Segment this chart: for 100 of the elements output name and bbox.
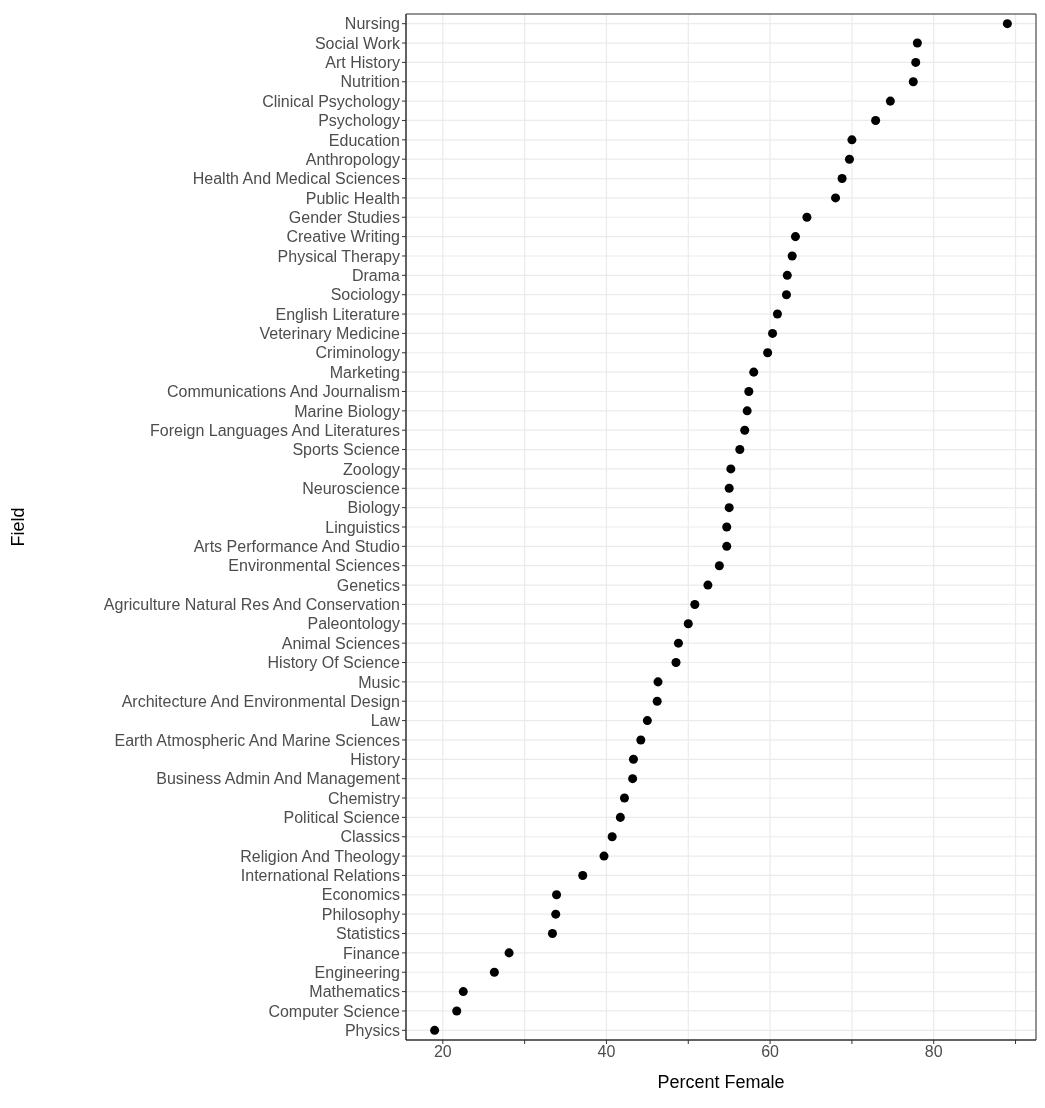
point	[790, 232, 800, 242]
point	[837, 174, 847, 184]
point	[802, 212, 812, 222]
point	[615, 812, 625, 822]
y-tick-label: Genetics	[336, 576, 400, 594]
y-tick-label: Anthropology	[305, 150, 400, 168]
point	[744, 386, 754, 396]
y-tick-label: Gender Studies	[288, 208, 400, 226]
point	[578, 870, 588, 880]
y-tick-label: Agriculture Natural Res And Conservation	[103, 596, 400, 614]
point	[787, 251, 797, 261]
point	[724, 503, 734, 513]
point	[912, 38, 922, 48]
point	[642, 716, 652, 726]
y-tick-label: Classics	[340, 828, 400, 846]
y-tick-label: History	[350, 750, 400, 768]
y-tick-label: Education	[328, 131, 400, 149]
y-tick-label: Physics	[344, 1022, 400, 1039]
point	[551, 909, 561, 919]
y-tick-label: Business Admin And Management	[156, 770, 401, 788]
point	[607, 832, 617, 842]
y-tick-label: Nutrition	[340, 73, 400, 91]
x-tick-label: 60	[761, 1043, 780, 1061]
y-tick-label: Physical Therapy	[277, 247, 400, 265]
point	[653, 677, 663, 687]
y-tick-label: English Literature	[275, 305, 401, 323]
point	[911, 57, 921, 67]
point	[885, 96, 895, 106]
y-tick-label: Economics	[321, 886, 400, 904]
point	[671, 658, 681, 668]
point	[636, 735, 646, 745]
y-tick-label: History Of Science	[267, 654, 401, 672]
y-tick-label: Statistics	[335, 925, 400, 943]
y-tick-label: Drama	[351, 267, 401, 285]
point	[871, 115, 881, 125]
y-tick-label: Sports Science	[292, 441, 401, 459]
point	[1002, 19, 1012, 29]
y-tick-label: International Relations	[240, 867, 400, 885]
point	[847, 135, 857, 145]
y-tick-label: Marine Biology	[294, 402, 400, 420]
y-tick-label: Sociology	[330, 286, 400, 304]
point	[722, 541, 732, 551]
point	[547, 929, 557, 939]
y-tick-label: Philosophy	[321, 905, 400, 923]
y-tick-label: Architecture And Environmental Design	[121, 692, 400, 710]
y-tick-label: Neuroscience	[302, 479, 401, 497]
x-tick-label: 40	[597, 1043, 616, 1061]
y-tick-label: Chemistry	[327, 789, 400, 807]
x-axis-title: Percent Female	[657, 1072, 785, 1092]
point	[735, 445, 745, 455]
y-tick-label: Clinical Psychology	[262, 92, 400, 110]
point	[690, 599, 700, 609]
y-tick-label: Nursing	[344, 15, 400, 33]
y-axis-title: Field	[8, 507, 29, 547]
point	[763, 348, 773, 358]
point	[504, 948, 514, 958]
point	[452, 1006, 462, 1016]
point	[908, 77, 918, 87]
y-tick-label: Art History	[325, 54, 400, 72]
y-tick-label: Veterinary Medicine	[259, 325, 401, 343]
y-tick-label: Communications And Journalism	[167, 383, 400, 401]
y-tick-label: Arts Performance And Studio	[193, 538, 401, 556]
y-tick-label: Animal Sciences	[281, 634, 400, 652]
point	[722, 522, 732, 532]
y-tick-label: Foreign Languages And Literatures	[150, 421, 400, 439]
y-tick-label: Public Health	[305, 189, 400, 207]
y-tick-label: Finance	[343, 944, 401, 962]
point	[489, 967, 499, 977]
point	[724, 483, 734, 493]
y-tick-label: Biology	[347, 499, 400, 517]
point	[628, 754, 638, 764]
y-tick-label: Health And Medical Sciences	[192, 170, 400, 188]
y-tick-label: Linguistics	[325, 518, 400, 536]
point	[844, 154, 854, 164]
y-tick-label: Engineering	[314, 963, 400, 981]
point	[599, 851, 609, 861]
point	[619, 793, 629, 803]
y-tick-label: Political Science	[283, 809, 401, 827]
point	[552, 890, 562, 900]
y-tick-label: Law	[370, 712, 401, 730]
y-tick-label: Psychology	[318, 112, 400, 130]
point	[726, 464, 736, 474]
point	[742, 406, 752, 416]
y-tick-label: Social Work	[314, 34, 401, 52]
y-tick-label: Criminology	[315, 344, 400, 362]
point	[772, 309, 782, 319]
point	[740, 425, 750, 435]
point	[782, 270, 792, 280]
y-tick-label: Zoology	[343, 460, 400, 478]
y-tick-label: Paleontology	[307, 615, 400, 633]
y-tick-label: Environmental Sciences	[228, 557, 400, 575]
point	[768, 328, 778, 338]
point	[652, 696, 662, 706]
y-tick-label: Computer Science	[268, 1002, 401, 1020]
point	[714, 561, 724, 571]
y-tick-label: Earth Atmospheric And Marine Sciences	[114, 731, 400, 749]
point	[683, 619, 693, 629]
y-tick-label: Mathematics	[309, 983, 400, 1001]
point	[749, 367, 759, 377]
y-tick-label: Marketing	[329, 363, 400, 381]
